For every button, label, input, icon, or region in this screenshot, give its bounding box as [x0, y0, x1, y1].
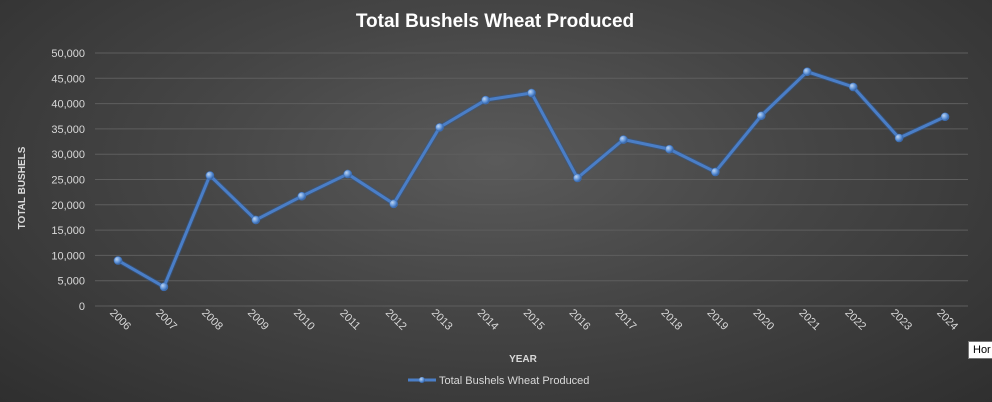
y-tick-label: 40,000	[51, 99, 85, 111]
data-point	[343, 169, 353, 179]
data-point	[665, 144, 674, 154]
tooltip-fragment: Hor	[968, 341, 992, 359]
data-point	[205, 171, 215, 180]
y-tick-label: 15,000	[51, 225, 85, 237]
x-tick-label: 2006	[107, 307, 133, 333]
chart-title: Total Bushels Wheat Produced	[356, 11, 634, 32]
x-tick-label: 2009	[245, 307, 271, 333]
data-point	[113, 256, 123, 265]
y-tick-label: 45,000	[51, 73, 85, 85]
data-point	[527, 88, 536, 98]
data-point	[802, 67, 812, 77]
data-point	[940, 112, 950, 122]
y-tick-label: 0	[79, 301, 85, 313]
y-tick-label: 35,000	[51, 124, 85, 136]
data-point	[619, 135, 628, 144]
x-tick-label: 2018	[659, 307, 685, 333]
data-point	[848, 82, 858, 92]
x-tick-label: 2008	[199, 307, 225, 333]
x-tick-label: 2011	[337, 307, 362, 332]
x-tick-label: 2007	[153, 307, 179, 333]
series-layer	[113, 67, 950, 292]
data-point	[297, 191, 307, 201]
x-tick-label: 2020	[750, 307, 776, 333]
x-tick-label: 2023	[888, 307, 914, 333]
x-tick-label: 2014	[475, 307, 501, 333]
x-tick-label: 2013	[429, 307, 455, 333]
x-tick-label: 2015	[521, 307, 547, 333]
x-tick-label: 2010	[291, 307, 317, 333]
legend-marker-swatch	[419, 377, 425, 383]
y-tick-label: 25,000	[51, 175, 85, 187]
x-tick-label: 2012	[383, 307, 409, 333]
data-point	[573, 173, 582, 183]
x-tick-label: 2021	[796, 307, 822, 333]
x-axis-title: YEAR	[509, 354, 538, 365]
y-tick-label: 30,000	[51, 149, 85, 161]
y-tick-label: 20,000	[51, 200, 85, 212]
data-point	[251, 215, 261, 225]
y-tick-label: 50,000	[51, 48, 85, 60]
legend-label: Total Bushels Wheat Produced	[439, 375, 589, 387]
data-point	[756, 111, 766, 121]
x-tick-label: 2024	[934, 307, 960, 333]
data-point	[435, 123, 444, 132]
x-tick-label: 2017	[613, 307, 639, 333]
data-point	[481, 95, 490, 105]
data-point	[710, 167, 720, 177]
y-tick-label: 5,000	[57, 276, 85, 288]
data-point	[159, 282, 169, 292]
x-tick-label: 2016	[567, 307, 593, 333]
y-axis-title: TOTAL BUSHELS	[17, 146, 28, 229]
x-axis-ticks: 2006 2007 2008 2009 2010 2011 2012 2013 2014 2015…	[107, 307, 960, 333]
legend: Total Bushels Wheat Produced	[408, 375, 589, 387]
y-axis-ticks: 0 5,000 10,000 15,000 20,000 25,000 30,000 35,0…	[51, 48, 85, 313]
data-point	[894, 133, 904, 143]
x-tick-label: 2022	[842, 307, 868, 333]
data-point	[389, 199, 398, 209]
y-tick-label: 10,000	[51, 250, 85, 262]
x-tick-label: 2019	[705, 307, 731, 333]
